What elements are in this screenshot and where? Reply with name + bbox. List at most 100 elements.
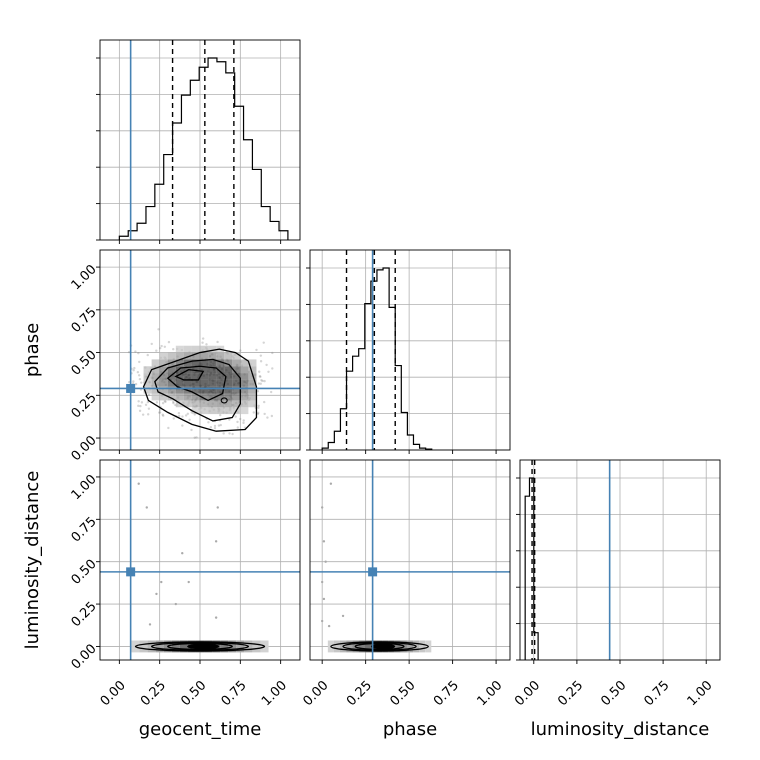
density-cell — [183, 379, 192, 387]
density-cell — [240, 373, 249, 380]
density-cell — [200, 386, 209, 394]
sample-point — [216, 340, 219, 344]
density-cell — [183, 393, 192, 401]
density-cell — [191, 393, 200, 401]
density-cell — [159, 352, 168, 360]
density-cell — [248, 400, 257, 408]
sample-point — [324, 560, 327, 563]
density-cell — [200, 407, 209, 415]
density-cell — [216, 352, 225, 360]
density-cell — [159, 359, 168, 367]
sample-point — [147, 393, 151, 396]
sample-point — [214, 616, 218, 619]
sample-point — [320, 619, 324, 623]
density-cell — [208, 352, 217, 360]
injection-marker — [368, 567, 378, 577]
sample-point — [159, 346, 162, 350]
sample-point — [265, 363, 268, 367]
density-cell — [143, 386, 152, 394]
density-cell — [200, 379, 209, 387]
density-cell — [175, 345, 184, 353]
density-cell — [200, 393, 209, 401]
y-tick-label: 0.00 — [69, 641, 100, 672]
sample-point — [242, 421, 245, 425]
density-cell — [175, 379, 184, 387]
sample-point — [271, 367, 274, 370]
xlabel-phase: phase — [383, 719, 437, 740]
density-cell — [151, 373, 160, 380]
sample-point — [186, 412, 190, 415]
density-cell — [179, 640, 188, 653]
contour-core — [187, 643, 220, 650]
sample-point — [146, 413, 150, 416]
sample-point — [258, 375, 262, 378]
x-tick-label: 0.50 — [598, 678, 629, 709]
sample-point — [139, 404, 142, 408]
x-tick-label: 1.00 — [474, 678, 505, 709]
density-cell — [208, 393, 217, 401]
sample-point — [158, 411, 162, 414]
density-cell — [175, 359, 184, 367]
density-cell — [236, 640, 245, 653]
sample-point — [329, 482, 333, 485]
density-cell — [183, 373, 192, 380]
sample-point — [148, 623, 152, 626]
density-panel-luminosity-distance-vs-phase: 0.00 0.25 0.50 0.75 1.00 — [301, 459, 511, 709]
x-tick-label: 0.00 — [301, 678, 332, 709]
density-cell — [224, 386, 233, 394]
density-cell — [240, 386, 249, 394]
sample-point — [163, 400, 167, 403]
density-cell — [159, 379, 168, 387]
density-cell — [200, 366, 209, 374]
sample-point — [138, 377, 142, 381]
sample-point — [259, 360, 263, 363]
density-cell — [224, 393, 233, 401]
contour-level-2 — [154, 358, 241, 422]
sample-point — [146, 401, 150, 404]
density-cell — [191, 359, 200, 367]
sample-point — [260, 379, 263, 382]
density-cell — [216, 366, 225, 374]
sample-point — [160, 580, 163, 584]
density-cell — [358, 640, 365, 653]
sample-point — [193, 436, 196, 439]
density-cell — [167, 386, 176, 394]
axes-frame — [309, 249, 511, 451]
sample-point — [140, 401, 144, 404]
sample-point — [263, 379, 266, 383]
sample-point — [269, 390, 273, 394]
density-cell — [208, 345, 217, 353]
density-cell — [240, 407, 249, 415]
sample-point — [219, 423, 222, 427]
contour-level-3 — [166, 365, 227, 402]
sample-point — [133, 366, 136, 370]
sample-point — [222, 432, 225, 435]
sample-point — [236, 426, 239, 429]
sample-point — [263, 412, 266, 416]
density-cell — [159, 366, 168, 374]
sample-point — [155, 592, 158, 596]
sample-point — [231, 432, 234, 436]
density-cell — [143, 373, 152, 380]
density-cell — [248, 373, 257, 380]
injection-marker — [126, 383, 136, 393]
density-cell — [406, 640, 414, 653]
density-cell — [216, 407, 225, 415]
sample-point — [195, 436, 198, 439]
sample-point — [259, 382, 262, 385]
sample-point — [218, 413, 222, 417]
sample-point — [256, 390, 260, 393]
y-tick-label: 0.00 — [69, 433, 100, 464]
sample-point — [137, 482, 140, 485]
density-cell — [232, 400, 241, 408]
density-cell — [191, 379, 200, 387]
xlabel-luminosity-distance: luminosity_distance — [531, 719, 710, 740]
sample-point — [146, 353, 149, 357]
density-cell — [143, 366, 152, 374]
contour-level-2 — [342, 642, 417, 651]
density-cell — [394, 640, 401, 653]
sample-point — [257, 404, 260, 407]
x-tick-label: 0.25 — [138, 678, 169, 709]
sample-point — [216, 506, 219, 509]
